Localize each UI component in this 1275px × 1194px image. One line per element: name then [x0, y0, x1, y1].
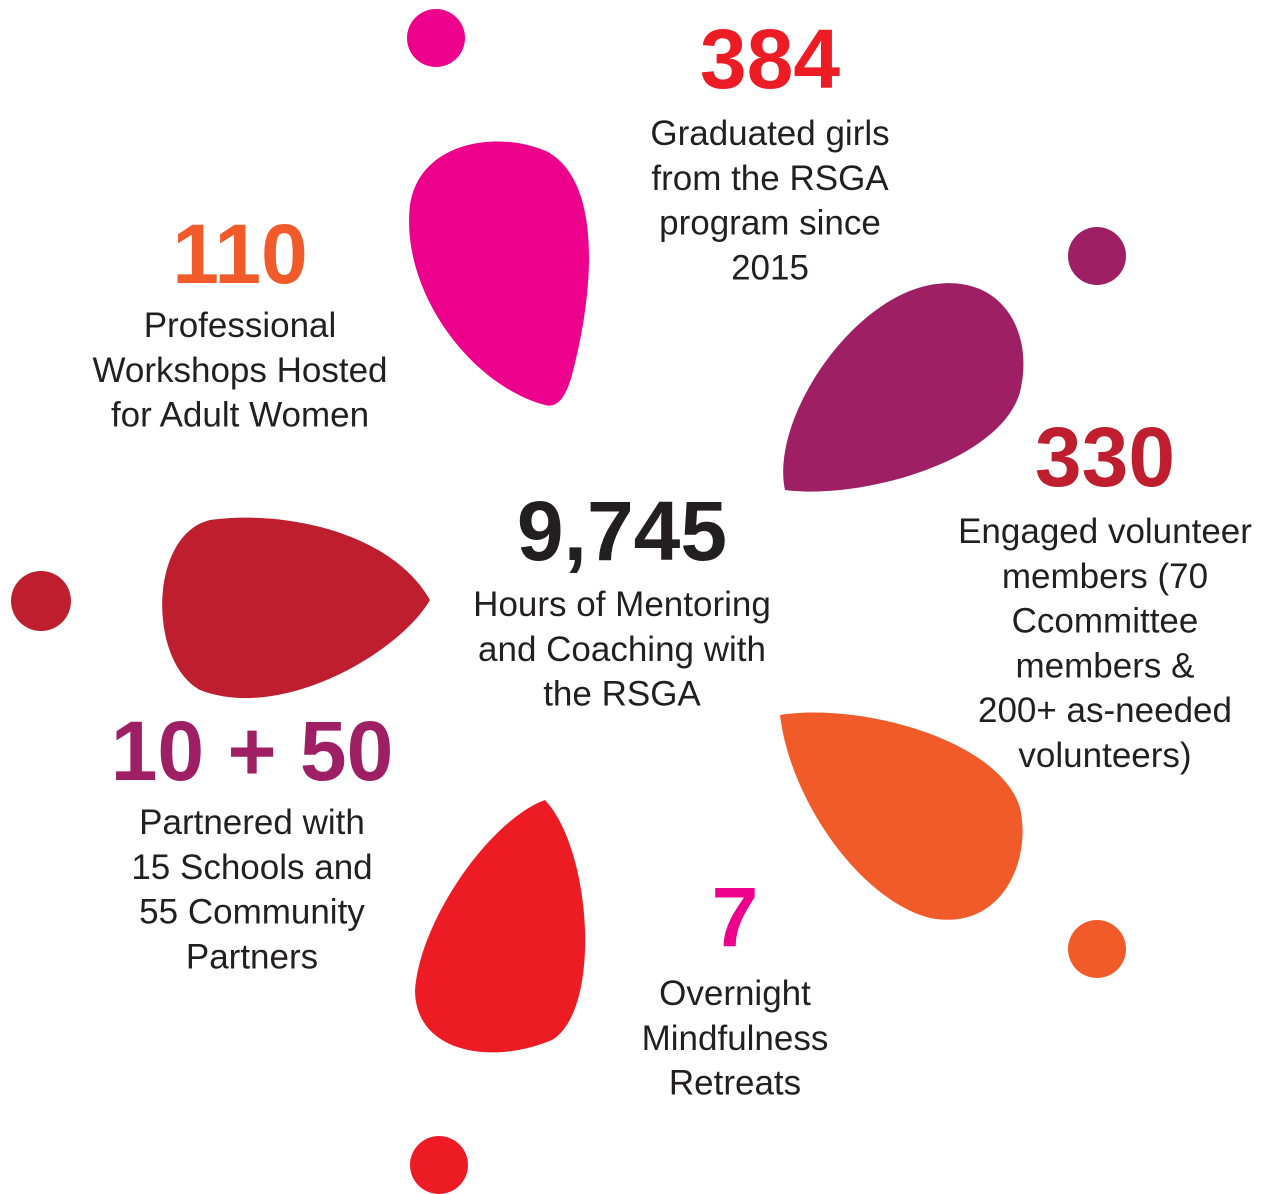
stat-number: 7 — [712, 870, 759, 964]
stat-description: Partners — [186, 937, 318, 976]
petal — [783, 283, 1023, 491]
stat-description: Partnered with — [139, 803, 365, 842]
stat-description: members & — [1016, 646, 1195, 685]
dot — [410, 1136, 468, 1194]
stat-description: for Adult Women — [111, 396, 369, 435]
stat-description: Engaged volunteer — [958, 512, 1252, 551]
stat-description: members (70 — [1002, 557, 1208, 596]
stat-number: 10 + 50 — [111, 704, 394, 798]
stat-description: the RSGA — [543, 675, 701, 714]
stat-description: 2015 — [731, 248, 809, 287]
stat-description: from the RSGA — [651, 159, 889, 198]
stat-description: 200+ as-needed — [978, 691, 1232, 730]
stat-description: Overnight — [659, 974, 811, 1013]
stat-description: and Coaching with — [478, 630, 766, 669]
petal — [409, 141, 589, 405]
petal — [162, 518, 430, 698]
stat-description: Hours of Mentoring — [473, 585, 771, 624]
stat-description: Ccommittee — [1012, 602, 1199, 641]
stat-description: Retreats — [669, 1064, 801, 1103]
stat-number: 9,745 — [517, 484, 727, 578]
stat-description: 55 Community — [139, 893, 365, 932]
petal — [780, 712, 1023, 919]
stat-description: 15 Schools and — [131, 848, 372, 887]
stat-description: Workshops Hosted — [92, 351, 387, 390]
stat-description: Graduated girls — [650, 114, 889, 153]
dot — [1068, 227, 1126, 285]
stat-description: program since — [659, 204, 881, 243]
stat-number: 384 — [700, 12, 840, 106]
dot — [407, 9, 465, 67]
stat-description: Mindfulness — [642, 1019, 829, 1058]
dot — [1068, 920, 1126, 978]
stat-description: Professional — [144, 306, 337, 345]
stat-description: volunteers) — [1018, 736, 1191, 775]
stat-number: 330 — [1035, 410, 1175, 504]
petal — [415, 800, 585, 1052]
stat-number: 110 — [172, 207, 308, 301]
dot — [11, 571, 71, 631]
infographic: 9,745 Hours of Mentoring and Coaching with… — [0, 0, 1275, 1194]
